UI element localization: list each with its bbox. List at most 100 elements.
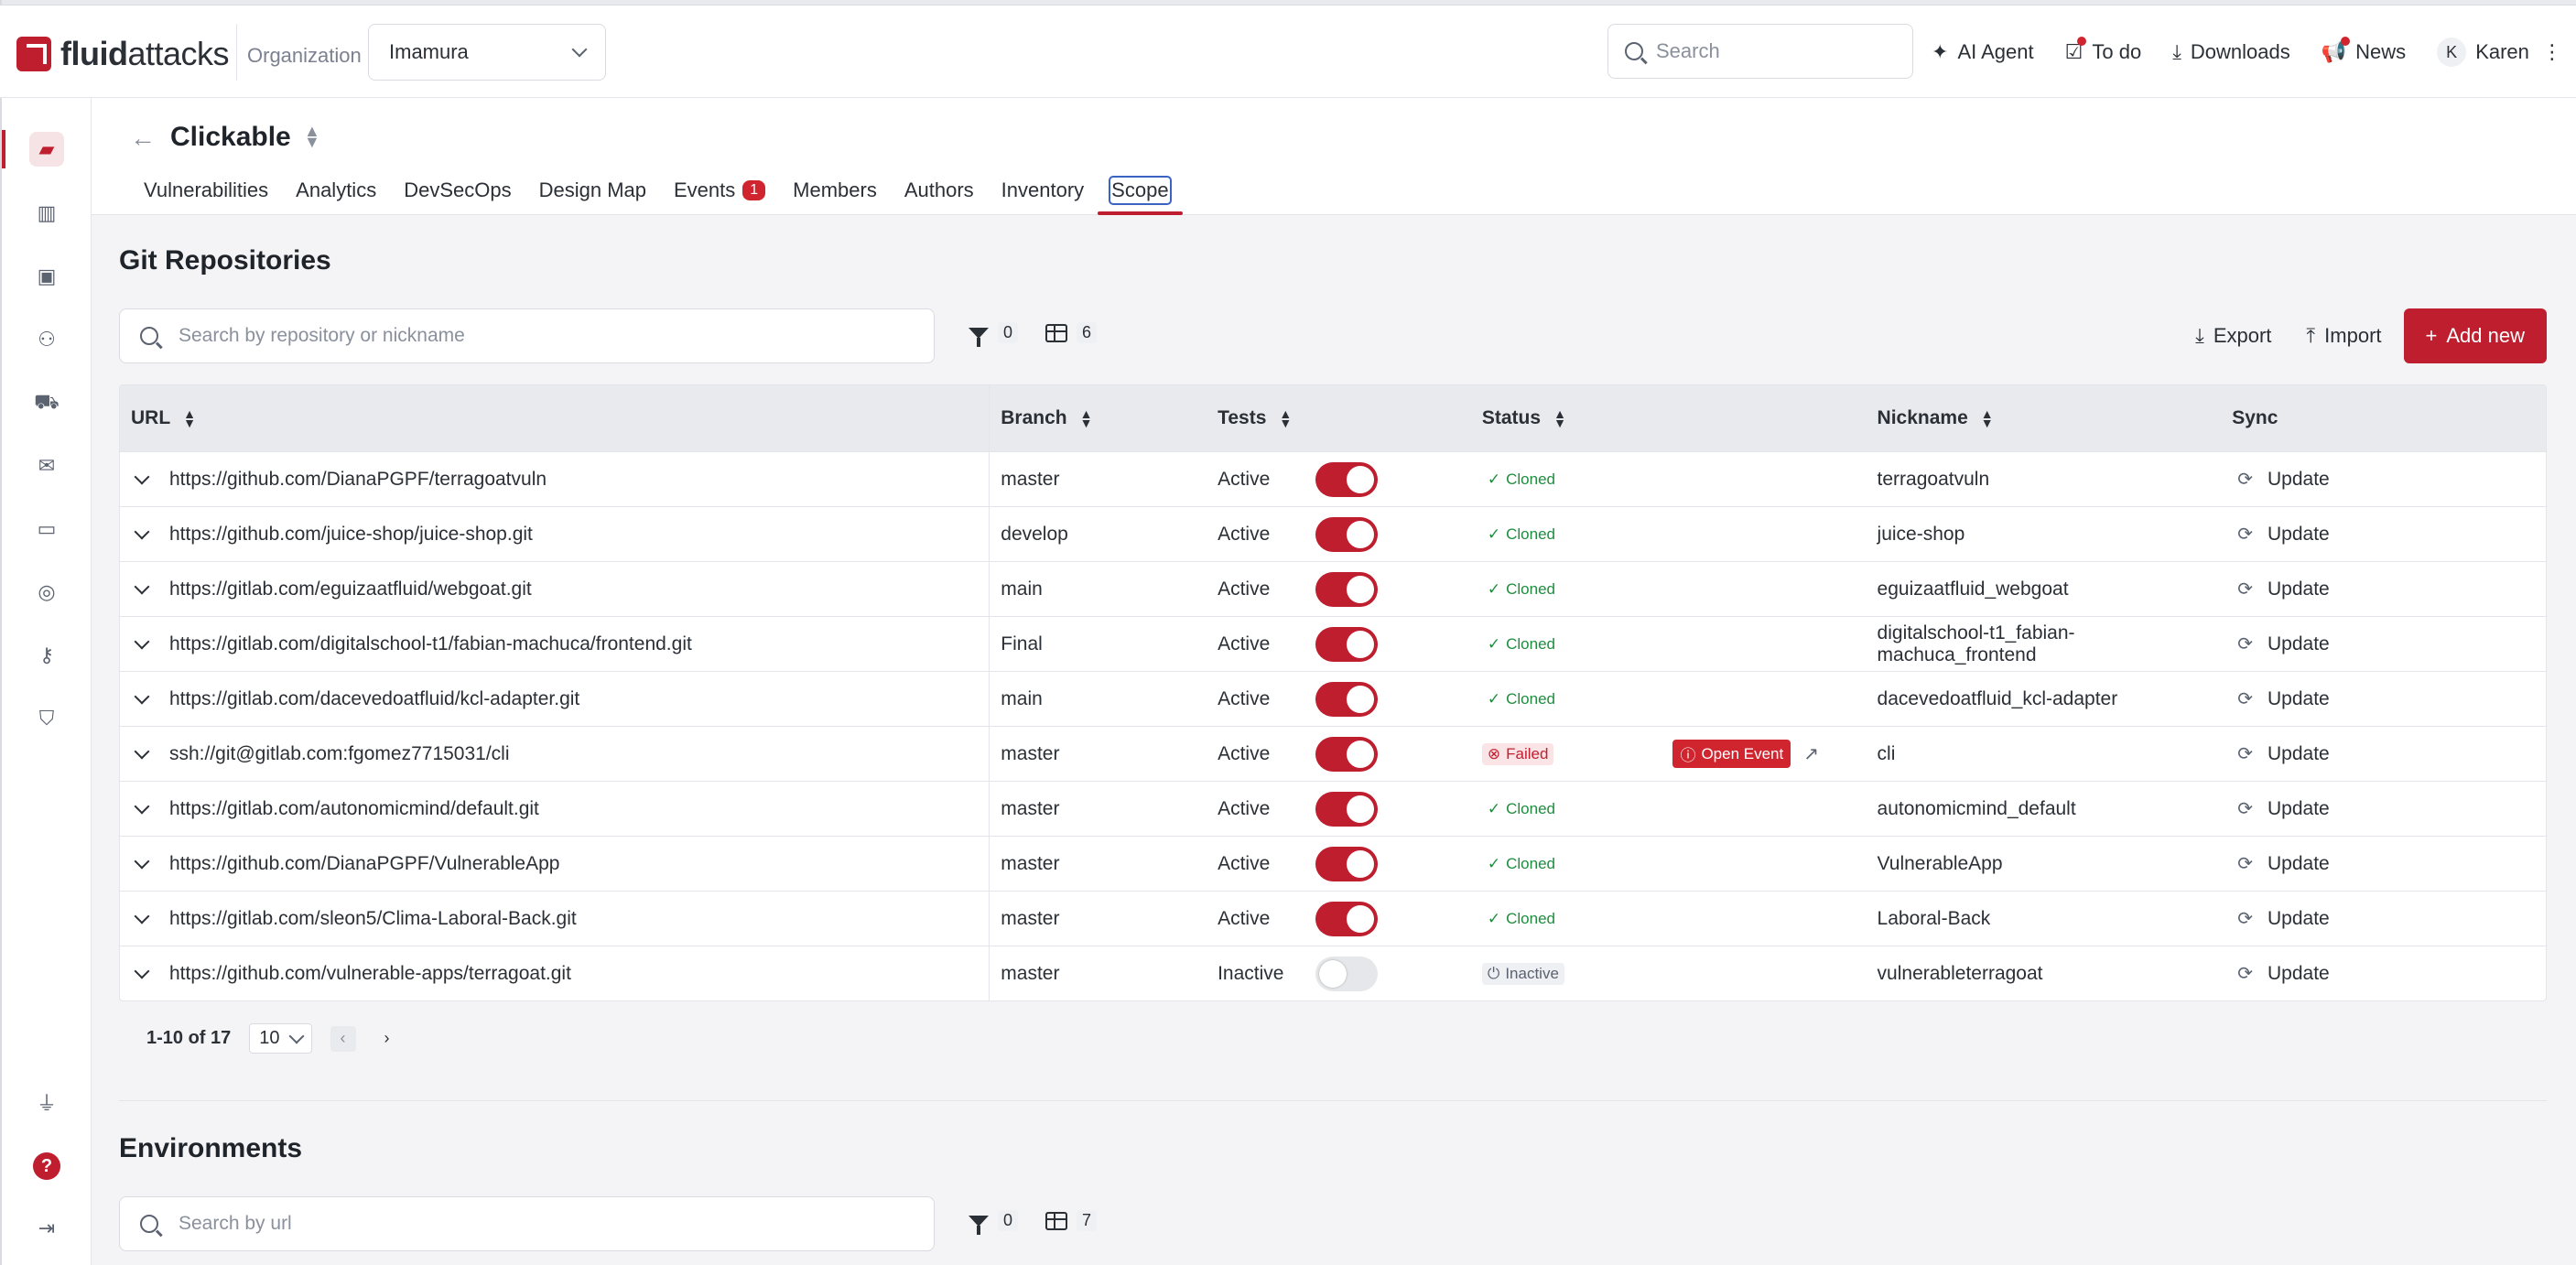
repository-url: https://gitlab.com/eguizaatfluid/webgoat… bbox=[169, 578, 532, 600]
external-link-icon[interactable]: ↗ bbox=[1803, 744, 1819, 764]
chevron-down-icon[interactable] bbox=[134, 524, 150, 539]
tests-toggle[interactable] bbox=[1315, 791, 1378, 827]
kebab-menu-icon[interactable]: ⋮ bbox=[2541, 40, 2562, 63]
import-button[interactable]: ⤒ Import bbox=[2306, 324, 2382, 347]
todo-button[interactable]: ☑ To do bbox=[2065, 37, 2141, 64]
tests-toggle[interactable] bbox=[1315, 571, 1378, 607]
sidebar-item-members[interactable]: ⚇ bbox=[2, 315, 92, 364]
open-event-button[interactable]: ⓘ Open Event bbox=[1672, 740, 1791, 768]
update-button[interactable]: Update bbox=[2268, 687, 2330, 709]
tests-toggle[interactable] bbox=[1315, 956, 1378, 991]
tests-toggle[interactable] bbox=[1315, 846, 1378, 881]
switch-group-icon[interactable]: ▲ ▼ bbox=[304, 122, 320, 151]
chevron-down-icon[interactable] bbox=[134, 633, 150, 649]
table-row[interactable]: https://gitlab.com/eguizaatfluid/webgoat… bbox=[120, 561, 2546, 617]
tab-inventory[interactable]: Inventory bbox=[1001, 178, 1085, 201]
tab-vulnerabilities[interactable]: Vulnerabilities bbox=[144, 178, 269, 201]
sidebar-item-help[interactable]: ? bbox=[2, 1141, 92, 1191]
table-row[interactable]: https://github.com/vulnerable-apps/terra… bbox=[120, 946, 2546, 1001]
page-size-select[interactable]: 10 bbox=[249, 1023, 312, 1054]
update-button[interactable]: Update bbox=[2268, 797, 2330, 819]
sidebar-item-portfolio[interactable]: ▣ bbox=[2, 252, 92, 301]
news-button[interactable]: 📢 News bbox=[2322, 37, 2406, 64]
table-row[interactable]: https://gitlab.com/autonomicmind/default… bbox=[120, 781, 2546, 837]
chevron-down-icon[interactable] bbox=[134, 908, 150, 924]
column-url[interactable]: URL ▲ ▼ bbox=[120, 385, 990, 451]
repository-search[interactable] bbox=[119, 308, 935, 363]
next-page-button[interactable]: › bbox=[384, 1029, 390, 1047]
previous-page-button[interactable]: ‹ bbox=[330, 1025, 356, 1052]
update-button[interactable]: Update bbox=[2268, 907, 2330, 929]
filter-button[interactable]: 0 bbox=[969, 322, 1019, 347]
ai-agent-button[interactable]: ✦ AI Agent bbox=[1932, 40, 2034, 63]
column-status[interactable]: Status ▲ ▼ bbox=[1481, 406, 1566, 430]
tests-toggle[interactable] bbox=[1315, 626, 1378, 662]
update-button[interactable]: Update bbox=[2268, 962, 2330, 984]
back-arrow-icon[interactable]: ← bbox=[130, 124, 156, 152]
update-button[interactable]: Update bbox=[2268, 578, 2330, 600]
chevron-down-icon[interactable] bbox=[134, 688, 150, 704]
column-nickname[interactable]: Nickname ▲ ▼ bbox=[1877, 406, 1994, 430]
chevron-down-icon[interactable] bbox=[134, 743, 150, 759]
sidebar-item-policies[interactable]: ◎ bbox=[2, 568, 92, 617]
table-row[interactable]: https://gitlab.com/sleon5/Clima-Laboral-… bbox=[120, 891, 2546, 946]
sidebar-item-analytics[interactable]: ▥ bbox=[2, 189, 92, 238]
chevron-down-icon[interactable] bbox=[134, 469, 150, 484]
chevron-down-icon[interactable] bbox=[134, 853, 150, 869]
table-row[interactable]: ssh://git@gitlab.com:fgomez7715031/cli m… bbox=[120, 726, 2546, 782]
fluidattacks-logo[interactable]: fluidattacks bbox=[16, 35, 230, 73]
table-row[interactable]: https://github.com/juice-shop/juice-shop… bbox=[120, 506, 2546, 562]
update-button[interactable]: Update bbox=[2268, 632, 2330, 654]
sidebar-item-groups[interactable]: ▰ bbox=[2, 124, 92, 174]
tab-authors[interactable]: Authors bbox=[904, 178, 974, 201]
tab-devsecops[interactable]: DevSecOps bbox=[404, 178, 512, 201]
tests-toggle[interactable] bbox=[1315, 516, 1378, 552]
chevron-down-icon[interactable] bbox=[134, 963, 150, 978]
update-button[interactable]: Update bbox=[2268, 468, 2330, 490]
check-circle-icon: ✓ bbox=[1487, 524, 1501, 543]
tab-analytics[interactable]: Analytics bbox=[296, 178, 377, 201]
sidebar-item-outside[interactable]: ⛟ bbox=[2, 378, 92, 427]
organization-select[interactable]: Imamura bbox=[368, 24, 606, 81]
chevron-down-icon[interactable] bbox=[134, 798, 150, 814]
export-button[interactable]: ⤓ Export bbox=[2195, 324, 2272, 347]
tests-state-text: Active bbox=[1218, 523, 1271, 545]
update-button[interactable]: Update bbox=[2268, 523, 2330, 545]
repository-search-input[interactable] bbox=[179, 325, 893, 347]
global-search-input[interactable] bbox=[1656, 39, 1876, 63]
environment-search[interactable] bbox=[119, 1196, 935, 1251]
sidebar-item-plugins[interactable]: ⏚ bbox=[2, 1077, 92, 1127]
tab-events[interactable]: Events 1 bbox=[660, 173, 779, 215]
column-tests[interactable]: Tests ▲ ▼ bbox=[1218, 406, 1293, 430]
chevron-down-icon[interactable] bbox=[134, 578, 150, 594]
table-row[interactable]: https://github.com/DianaPGPF/terragoatvu… bbox=[120, 451, 2546, 507]
sidebar-item-credentials[interactable]: ⚷ bbox=[2, 631, 92, 680]
tab-design-map[interactable]: Design Map bbox=[538, 178, 646, 201]
plus-icon: + bbox=[2425, 324, 2438, 347]
tests-toggle[interactable] bbox=[1315, 461, 1378, 497]
table-row[interactable]: https://gitlab.com/dacevedoatfluid/kcl-a… bbox=[120, 671, 2546, 727]
global-search[interactable] bbox=[1607, 24, 1913, 79]
columns-button[interactable]: 6 bbox=[1045, 322, 1098, 343]
tab-members[interactable]: Members bbox=[793, 178, 877, 201]
sidebar-item-compliance[interactable]: ✉ bbox=[2, 441, 92, 491]
add-new-button[interactable]: + Add new bbox=[2403, 308, 2547, 363]
table-row[interactable]: https://gitlab.com/digitalschool-t1/fabi… bbox=[120, 616, 2546, 672]
update-button[interactable]: Update bbox=[2268, 852, 2330, 874]
filter-icon bbox=[969, 327, 989, 347]
sidebar-item-security[interactable]: ⛉ bbox=[2, 694, 92, 743]
tests-toggle[interactable] bbox=[1315, 681, 1378, 717]
table-row[interactable]: https://github.com/DianaPGPF/VulnerableA… bbox=[120, 836, 2546, 892]
environment-search-input[interactable] bbox=[179, 1213, 893, 1235]
downloads-button[interactable]: ⤓ Downloads bbox=[2172, 40, 2290, 63]
columns-button[interactable]: 7 bbox=[1045, 1210, 1098, 1231]
tests-toggle[interactable] bbox=[1315, 901, 1378, 936]
tab-scope[interactable]: Scope bbox=[1098, 173, 1183, 215]
tests-toggle[interactable] bbox=[1315, 736, 1378, 772]
column-branch[interactable]: Branch ▲ ▼ bbox=[1001, 406, 1093, 430]
update-button[interactable]: Update bbox=[2268, 742, 2330, 764]
user-menu[interactable]: K Karen bbox=[2437, 38, 2529, 67]
filter-button[interactable]: 0 bbox=[969, 1210, 1019, 1235]
sidebar-item-expand[interactable]: ⇥ bbox=[2, 1204, 92, 1253]
sidebar-item-billing[interactable]: ▭ bbox=[2, 504, 92, 554]
